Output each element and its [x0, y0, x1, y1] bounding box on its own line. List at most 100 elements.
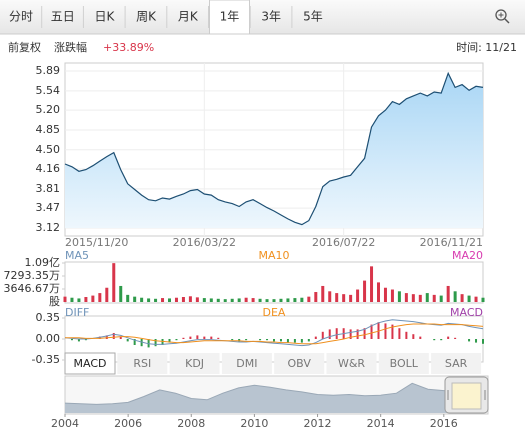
macd-bar [321, 331, 324, 339]
volume-bar [174, 297, 178, 302]
y-tick-label: 3646.67万 [4, 282, 61, 295]
price-line [64, 382, 476, 405]
volume-bar [432, 294, 436, 302]
macd-bar [238, 339, 241, 342]
macd-legend: DEA [263, 306, 286, 319]
macd-bar [217, 337, 220, 339]
volume-bar [328, 291, 332, 302]
macd-bar [307, 339, 310, 342]
indicator-tab[interactable] [169, 353, 220, 374]
macd-bar [398, 328, 401, 339]
volume-bar [370, 266, 374, 302]
volume-bar [237, 298, 241, 302]
macd-bar [231, 339, 234, 341]
volume-bar [265, 299, 269, 302]
volume-bar [154, 298, 158, 302]
macd-bar [161, 339, 164, 345]
volume-bar [91, 295, 95, 302]
ma-legend: MA5 [65, 249, 89, 262]
volume-bar [293, 298, 297, 302]
volume-bar [279, 298, 283, 302]
macd-bar [286, 339, 289, 343]
volume-bar [335, 293, 339, 302]
volume-bar [258, 298, 262, 302]
macd-legend: DIFF [65, 306, 89, 319]
tab-label: 周K [136, 10, 157, 24]
macd-bar [412, 334, 415, 339]
macd-bar [133, 339, 136, 345]
macd-bar [328, 329, 331, 339]
volume-bar [453, 291, 457, 302]
indicator-tab[interactable] [378, 353, 429, 374]
indicator-tab[interactable] [326, 353, 377, 374]
volume-bar [467, 295, 471, 302]
macd-bar [363, 328, 366, 339]
y-tick-label: 4.50 [36, 143, 61, 156]
macd-bar [196, 335, 199, 339]
navigator-handle[interactable] [444, 376, 489, 414]
indicator-tab[interactable] [64, 352, 116, 375]
x-tick-label: 2006 [114, 417, 142, 430]
macd-bar [384, 323, 387, 339]
macd-legend: MACD [450, 306, 483, 319]
y-tick-label: 4.16 [36, 162, 61, 175]
indicator-tab-label: BOLL [390, 357, 419, 370]
volume-bar [168, 298, 171, 302]
macd-bar [356, 329, 359, 339]
indicator-tab[interactable] [274, 353, 325, 374]
indicator-tab[interactable] [117, 353, 168, 374]
volume-bar [418, 294, 422, 302]
macd-bar [105, 335, 108, 339]
volume-bar [126, 294, 130, 302]
plot: 5.89 5.54 5.20 4.85 4.50 4.16 3.81 3.47 3.12 2015… [4, 63, 485, 430]
volume-bar [300, 297, 304, 302]
volume-bar [349, 294, 353, 302]
indicator-tab-label: OBV [287, 357, 311, 370]
volume-bar [147, 298, 151, 302]
tab[interactable] [209, 0, 250, 35]
macd-bar [433, 339, 436, 341]
volume-bar [161, 298, 165, 302]
tab-bar [0, 0, 525, 34]
y-tick-label: 3.12 [36, 221, 61, 234]
x-tick-label: 2016/11/21 [420, 236, 483, 249]
zoom-button[interactable] [495, 9, 510, 24]
macd-bar [468, 339, 471, 342]
volume-bar [342, 294, 346, 302]
x-tick-label: 2008 [177, 417, 205, 430]
volume-bar [133, 296, 137, 302]
indicator-tab[interactable] [431, 353, 482, 374]
macd-bar [245, 339, 248, 341]
macd-bar [370, 324, 373, 339]
volume-bar [188, 296, 192, 302]
volume-bar [244, 297, 248, 302]
volume-bar [223, 299, 227, 302]
volume-bar [209, 298, 213, 302]
y-tick-label: 3.47 [36, 201, 61, 214]
volume-bar [356, 289, 360, 302]
ma-legend: MA10 [258, 249, 289, 262]
macd-bar [475, 339, 478, 343]
macd-bar [300, 339, 303, 343]
volume-bar [460, 294, 464, 302]
macd-bar [405, 331, 408, 339]
macd-bar [279, 339, 282, 342]
y-tick-label: 4.85 [36, 123, 61, 136]
x-tick-label: 2015/11/20 [65, 236, 128, 249]
indicator-tabs: MACD RSI KDJ DMI OBV W&R BOLL SAR [64, 352, 482, 375]
macd-line [64, 319, 484, 347]
time-label: 时间: 11/21 [456, 41, 517, 54]
macd-bar [440, 339, 443, 341]
volume-bar [181, 297, 185, 302]
macd-bar [203, 336, 206, 339]
x-tick-label: 2010 [240, 417, 268, 430]
indicator-tab[interactable] [221, 353, 272, 374]
volume-bar [446, 285, 450, 302]
indicator-tab-label: KDJ [185, 357, 204, 370]
y-tick-label: 0.35 [36, 311, 61, 324]
y-tick-label: 0.00 [36, 332, 61, 345]
adjust-label: 前复权 [8, 40, 41, 54]
volume-bar [377, 282, 380, 302]
volume-bar [195, 297, 199, 302]
